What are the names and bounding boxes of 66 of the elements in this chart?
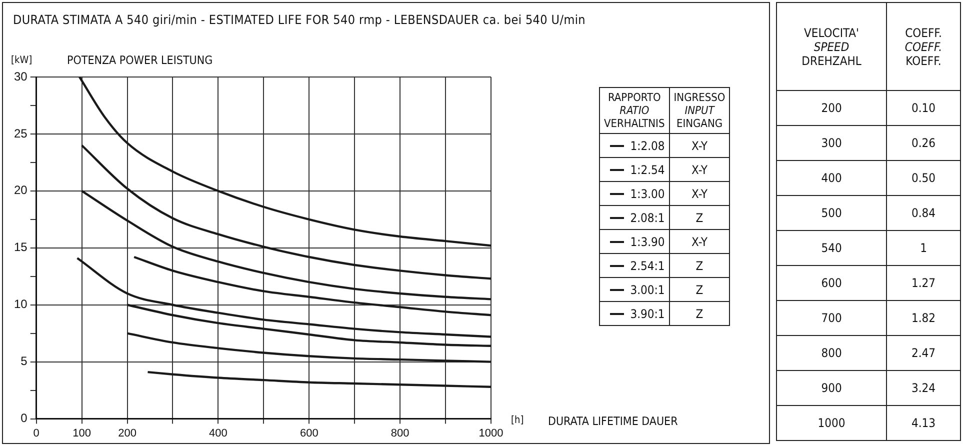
x-tick-label: 600 (300, 427, 318, 440)
line-series (146, 370, 491, 388)
y-tick-label: 15 (14, 240, 28, 254)
line-series (126, 332, 491, 363)
data-label: 4.13 (886, 406, 960, 440)
legend-label: 3.90:1 (600, 302, 670, 326)
data-label: 2.47 (886, 336, 960, 370)
line-series (78, 77, 491, 247)
data-label: 3.24 (886, 370, 960, 406)
data-label: 1 (886, 230, 960, 266)
legend-label: 1:2.54 (600, 158, 670, 182)
x-tick-label: 400 (209, 427, 228, 440)
category-label: 300 (776, 126, 887, 160)
y-tick-label: 5 (20, 354, 28, 368)
legend-label: 1:3.00 (600, 182, 670, 206)
y-tick-label: 25 (14, 126, 28, 140)
y-tick-label: 10 (14, 297, 28, 312)
data-label: 1.82 (886, 300, 960, 336)
text: INGRESSO INPUT EINGANG (674, 91, 726, 130)
x-tick-label: 1000 (478, 427, 504, 440)
line-series (76, 257, 491, 338)
data-label: 1.27 (886, 266, 960, 300)
x-tick-label: 800 (390, 427, 410, 440)
legend-label: 1:2.08 (600, 134, 670, 158)
text: Z (669, 302, 730, 326)
text: X-Y (669, 230, 730, 254)
category-label: 800 (776, 336, 887, 370)
text: [kW] (11, 55, 32, 66)
text: Z (669, 278, 730, 302)
category-label: 900 (776, 370, 887, 406)
x-tick-label: 100 (72, 427, 91, 440)
category-label: 400 (776, 160, 887, 196)
text: X-Y (669, 134, 730, 158)
y-tick-label: 20 (14, 183, 28, 198)
line-series (133, 256, 491, 316)
legend-title: RAPPORTO RATIO VERHALTNIS (604, 91, 665, 130)
category-label: 600 (776, 266, 887, 300)
legend-label: 3.00:1 (600, 278, 670, 302)
y-tick-label: 30 (14, 69, 28, 84)
data-label: 0.84 (886, 196, 960, 230)
legend-label: 2.08:1 (600, 206, 670, 230)
text: Z (669, 254, 730, 278)
data-label: 0.50 (886, 160, 960, 196)
x-tick-label: 200 (118, 427, 136, 440)
category-label: 500 (776, 196, 887, 230)
data-label: 0.26 (886, 126, 960, 160)
text: COEFF. COEFF. KOEFF. (904, 26, 944, 68)
text: X-Y (669, 182, 730, 206)
text: Z (669, 206, 730, 230)
line-series (126, 304, 491, 347)
category-label: 700 (776, 300, 887, 336)
y-tick-label: 0 (20, 411, 28, 426)
line-series (80, 144, 491, 280)
y-axis-title: POTENZA POWER LEISTUNG (67, 53, 213, 67)
category-label: 540 (776, 230, 887, 266)
x-tick-label: 0 (33, 427, 40, 440)
text: [h] (511, 415, 524, 426)
text: X-Y (669, 158, 730, 182)
category-label: 200 (776, 90, 887, 126)
legend-label: 2.54:1 (600, 254, 670, 278)
x-axis-title: DURATA LIFETIME DAUER (548, 414, 678, 428)
chart-title: DURATA STIMATA A 540 giri/min - ESTIMATED LIFE FOR 540 rmp - LEBENSDAUER ca. bei 540 U/min (13, 12, 586, 27)
legend-label: 1:3.90 (600, 230, 670, 254)
data-label: 0.10 (886, 90, 960, 126)
text: VELOCITA' SPEED DREHZAHL (800, 26, 862, 68)
line-series (80, 190, 491, 300)
